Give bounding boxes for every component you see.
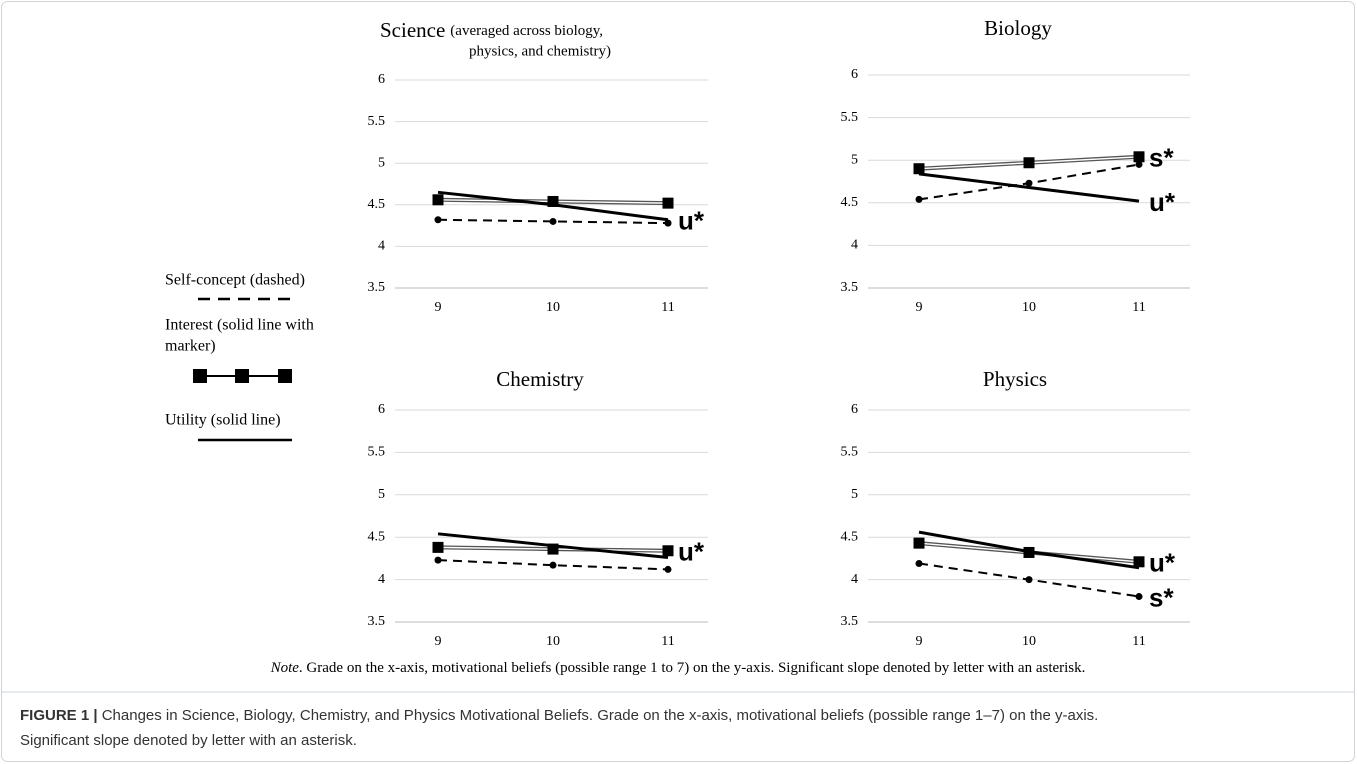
y-tick-label: 5 — [851, 487, 858, 502]
caption-text: Significant slope denoted by letter with… — [20, 732, 357, 749]
x-tick-label: 9 — [916, 300, 923, 315]
x-tick-label: 11 — [1132, 300, 1145, 315]
utility-line — [437, 532, 669, 560]
slope-annotation: u* — [1149, 548, 1176, 578]
interest-marker — [432, 541, 444, 553]
note-label: Note — [270, 660, 300, 676]
interest-marker — [662, 197, 674, 209]
legend-label: marker) — [165, 338, 216, 355]
x-tick-label: 9 — [916, 634, 923, 649]
legend-marker — [193, 369, 207, 383]
self-concept-marker — [549, 561, 557, 569]
interest-marker — [913, 163, 925, 175]
caption: FIGURE 1 | Changes in Science, Biology, … — [20, 707, 1098, 724]
y-tick-label: 4 — [851, 238, 858, 253]
self-concept-marker — [434, 556, 442, 564]
y-tick-label: 4.5 — [841, 195, 859, 210]
y-tick-label: 6 — [851, 67, 858, 82]
x-tick-label: 10 — [1022, 634, 1036, 649]
self-concept-marker — [549, 217, 557, 225]
x-tick-label: 11 — [661, 300, 674, 315]
y-tick-label: 5.5 — [368, 114, 386, 129]
y-tick-label: 5 — [851, 152, 858, 167]
self-concept-line — [437, 559, 669, 571]
self-concept-line — [437, 218, 669, 225]
panel-title-main: Science — [380, 18, 445, 42]
interest-marker — [547, 195, 559, 207]
y-tick-label: 3.5 — [841, 614, 859, 629]
self-concept-marker — [1025, 576, 1033, 584]
self-concept-marker — [915, 195, 923, 203]
legend-marker — [235, 369, 249, 383]
y-tick-label: 6 — [851, 402, 858, 417]
legend-marker — [278, 369, 292, 383]
y-tick-label: 4 — [378, 572, 385, 587]
y-tick-label: 5.5 — [841, 445, 859, 460]
panel-title: Physics — [983, 367, 1047, 391]
self-concept-marker — [664, 565, 672, 573]
interest-marker — [913, 537, 925, 549]
slope-annotation: u* — [1149, 187, 1176, 217]
panel-title: Biology — [984, 16, 1052, 40]
y-tick-label: 3.5 — [841, 280, 859, 295]
slope-annotation: u* — [678, 537, 705, 567]
caption-label: FIGURE 1 | — [20, 707, 98, 724]
utility-line — [918, 530, 1140, 570]
note: Note. Grade on the x-axis, motivational … — [270, 660, 1086, 676]
y-tick-label: 5 — [378, 155, 385, 170]
y-tick-label: 4.5 — [841, 529, 859, 544]
caption-text: Changes in Science, Biology, Chemistry, … — [98, 707, 1099, 724]
y-tick-label: 3.5 — [368, 614, 386, 629]
panel: Chemistry 3.5 4 4.5 5 5.5 6 9 10 11 u* — [368, 367, 708, 649]
self-concept-marker — [1135, 593, 1143, 601]
y-tick-label: 3.5 — [368, 280, 386, 295]
y-tick-label: 4.5 — [368, 529, 386, 544]
interest-marker — [1023, 157, 1035, 169]
utility-line — [918, 172, 1140, 203]
self-concept-marker — [1025, 179, 1033, 187]
panel-subtitle: (averaged across biology, — [450, 23, 603, 39]
x-tick-label: 11 — [1132, 634, 1145, 649]
y-tick-label: 4.5 — [368, 197, 386, 212]
panel-title: Science (averaged across biology, — [380, 18, 603, 42]
y-tick-label: 6 — [378, 72, 385, 87]
x-tick-label: 10 — [546, 634, 560, 649]
legend-label: Utility (solid line) — [165, 412, 281, 429]
y-tick-label: 5.5 — [368, 445, 386, 460]
panel: Physics 3.5 4 4.5 5 5.5 6 9 10 11 u* s* — [841, 367, 1190, 649]
utility-line — [437, 190, 669, 222]
y-tick-label: 4 — [378, 239, 385, 254]
interest-marker — [1133, 556, 1145, 568]
interest-marker — [432, 194, 444, 206]
x-tick-label: 11 — [661, 634, 674, 649]
interest-marker — [1133, 151, 1145, 163]
slope-annotation: s* — [1149, 143, 1174, 173]
note-text: . Grade on the x-axis, motivational beli… — [299, 660, 1085, 676]
panel-title: Chemistry — [496, 367, 584, 391]
x-tick-label: 10 — [1022, 300, 1036, 315]
panel: Biology 3.5 4 4.5 5 5.5 6 9 10 11 s* u* — [841, 16, 1190, 315]
x-tick-label: 9 — [435, 300, 442, 315]
slope-annotation: s* — [1149, 582, 1174, 612]
legend-label: Interest (solid line with — [165, 317, 314, 334]
x-tick-label: 9 — [435, 634, 442, 649]
y-tick-label: 5 — [378, 487, 385, 502]
legend-label: Self-concept (dashed) — [165, 272, 305, 289]
panel: Science (averaged across biology, physics,… — [368, 18, 708, 315]
y-tick-label: 4 — [851, 572, 858, 587]
y-tick-label: 5.5 — [841, 110, 859, 125]
slope-annotation: u* — [678, 206, 705, 236]
y-tick-label: 6 — [378, 402, 385, 417]
interest-marker — [547, 543, 559, 555]
self-concept-marker — [664, 219, 672, 227]
panel-subtitle: physics, and chemistry) — [469, 43, 611, 59]
interest-marker — [662, 545, 674, 557]
self-concept-marker — [1135, 160, 1143, 168]
self-concept-marker — [434, 216, 442, 224]
self-concept-marker — [915, 559, 923, 567]
x-tick-label: 10 — [546, 300, 560, 315]
